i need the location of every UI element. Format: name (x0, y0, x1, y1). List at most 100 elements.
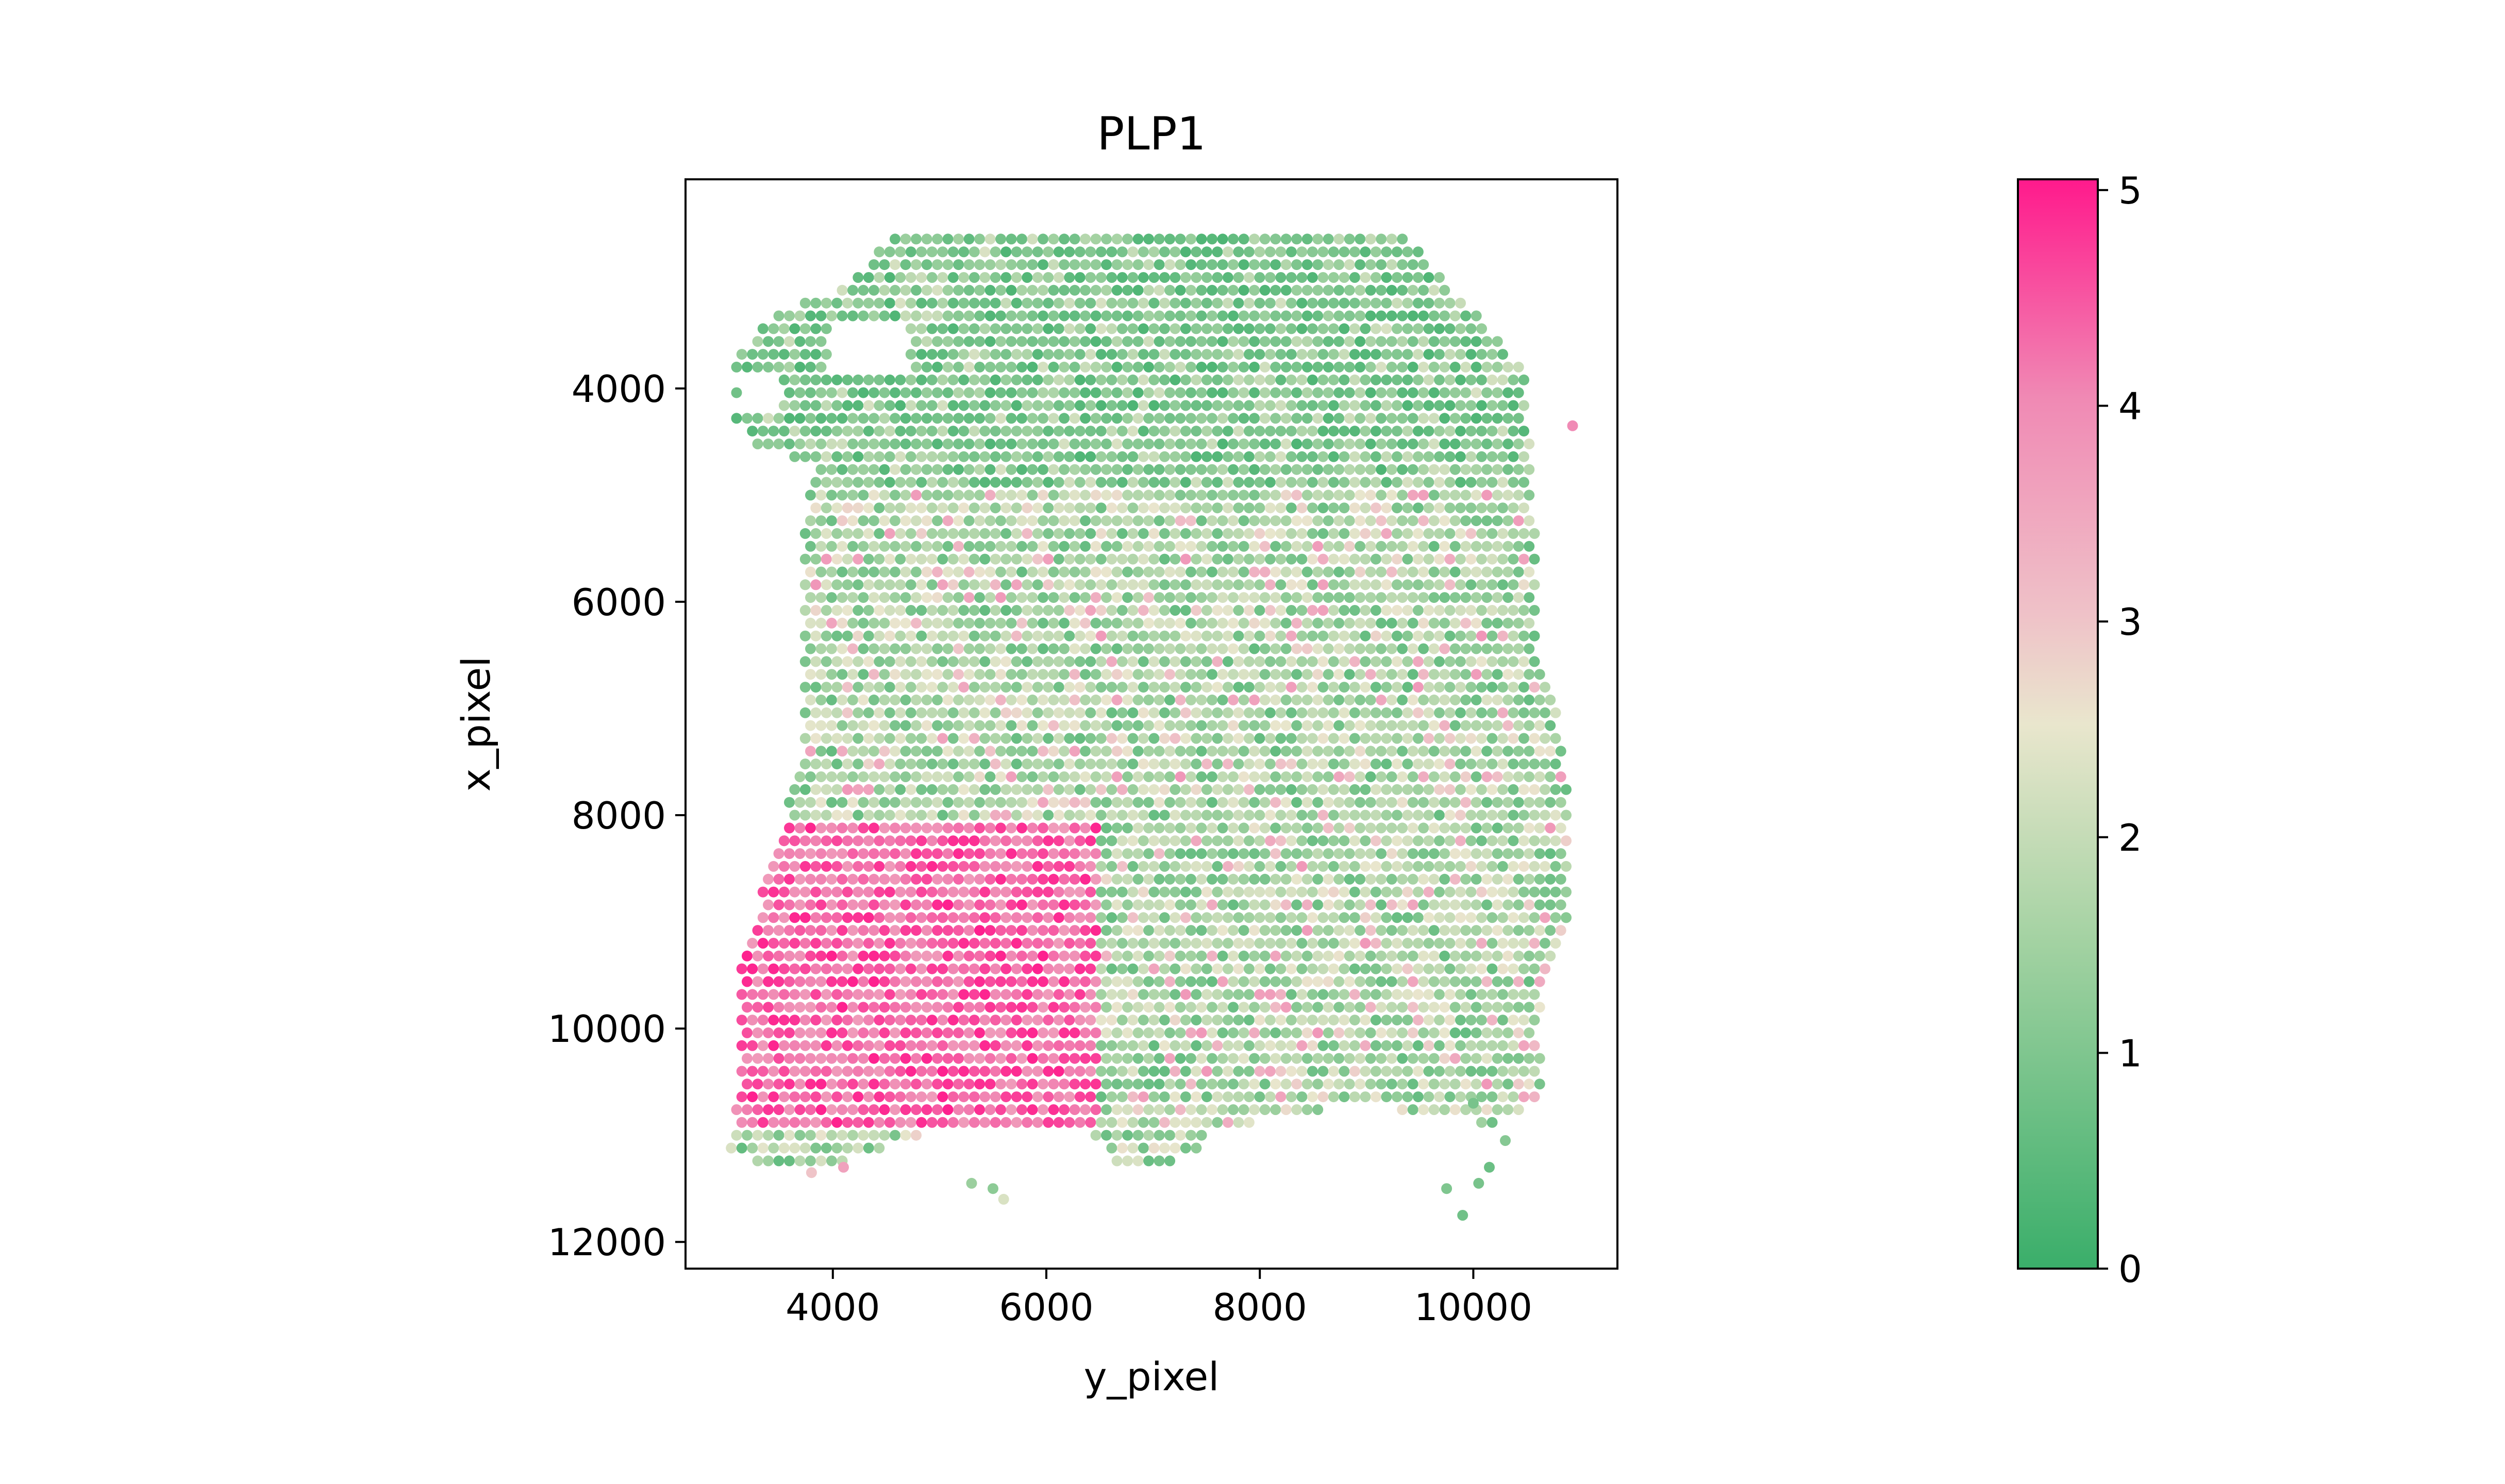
spot-2302 (1154, 669, 1165, 680)
spot-3026 (1196, 797, 1207, 808)
spot-3544 (1106, 886, 1117, 898)
spot-4751 (937, 1091, 948, 1103)
spot-4714 (1355, 1078, 1366, 1090)
spot-381 (1301, 310, 1313, 322)
spot-2597 (1270, 720, 1281, 731)
spot-3529 (947, 886, 959, 898)
spot-3442 (837, 873, 848, 885)
spot-303 (1170, 297, 1181, 309)
spot-1787 (853, 579, 864, 591)
spot-803 (831, 400, 843, 411)
spot-3234 (1043, 835, 1054, 847)
spot-1090 (1513, 439, 1524, 449)
spot-402 (799, 323, 811, 334)
spot-2264 (1487, 656, 1498, 667)
spot-2271 (826, 669, 837, 680)
spot-1620 (1291, 541, 1302, 552)
spot-4370 (921, 1027, 932, 1038)
spot-2164 (1164, 643, 1176, 654)
spot-3042 (1365, 797, 1376, 808)
spot-2521 (1222, 707, 1233, 718)
spot-537 (958, 349, 970, 360)
spot-4925 (1476, 1117, 1487, 1128)
spot-2545 (1476, 707, 1487, 718)
spot-4222 (963, 1002, 975, 1013)
spot-4418 (1428, 1027, 1440, 1038)
spot-4957 (736, 1142, 747, 1154)
spot-3113 (1339, 810, 1350, 821)
spot-3189 (1355, 822, 1366, 834)
spot-2814 (1285, 758, 1297, 770)
spot-1569 (1487, 528, 1498, 539)
spot-4442 (884, 1040, 895, 1051)
spot-4087 (1143, 976, 1155, 987)
spot-1691 (1307, 553, 1318, 565)
spot-3128 (1497, 810, 1508, 821)
spot-118 (1048, 259, 1059, 271)
spot-3244 (1148, 835, 1160, 847)
spot-4975 (1148, 1142, 1160, 1154)
spot-476 (1006, 336, 1017, 347)
spot-1481 (1291, 515, 1302, 527)
spot-901 (1069, 413, 1080, 424)
spot-1177 (974, 464, 986, 475)
spot-3739 (1550, 912, 1561, 923)
spot-195 (1285, 272, 1297, 283)
spot-4955 (1196, 1129, 1207, 1141)
spot-480 (1048, 336, 1059, 347)
spot-542 (1011, 349, 1022, 360)
spot-2786 (990, 758, 1001, 770)
spot-3368 (863, 861, 874, 872)
spot-3432 (1540, 861, 1550, 872)
spot-3461 (1038, 873, 1049, 885)
spot-838 (1201, 400, 1212, 411)
spot-2394 (1381, 682, 1392, 693)
spot-3914 (942, 950, 954, 962)
spot-498 (1238, 336, 1249, 347)
spot-4575 (1492, 1053, 1503, 1064)
spot-4804 (1497, 1091, 1508, 1103)
spot-740 (911, 387, 922, 398)
spot-1633 (1428, 541, 1440, 552)
spot-4822 (879, 1104, 890, 1115)
spot-4520 (911, 1053, 922, 1064)
spot-2803 (1170, 758, 1181, 770)
spot-41 (1323, 233, 1334, 245)
spot-3735 (1508, 912, 1519, 923)
spot-4089 (1164, 976, 1176, 987)
spot-3849 (1074, 938, 1086, 949)
spot-3702 (1159, 912, 1170, 923)
spot-894 (995, 413, 1007, 424)
spot-1503 (1524, 515, 1535, 527)
spot-1585 (921, 541, 932, 552)
spot-2391 (1349, 682, 1360, 693)
spot-2198 (1524, 643, 1535, 654)
spot-3675 (874, 912, 885, 923)
spot-90 (1307, 246, 1318, 258)
spot-2705 (900, 746, 911, 757)
spot-4762 (1053, 1091, 1064, 1103)
spot-504 (1301, 336, 1313, 347)
spot-3811 (1492, 925, 1503, 936)
spot-4406 (1301, 1027, 1313, 1038)
spot-766 (1185, 387, 1197, 398)
spot-1478 (1259, 515, 1271, 527)
spot-719 (1444, 374, 1456, 385)
spot-3835 (926, 938, 938, 949)
spot-155 (863, 272, 874, 283)
spot-639 (1344, 361, 1355, 373)
spot-536 (947, 349, 959, 360)
spot-3603 (921, 899, 932, 910)
spot-3752 (869, 925, 879, 936)
spot-217 (911, 284, 922, 296)
spot-4936 (826, 1129, 837, 1141)
spot-1075 (1355, 439, 1366, 449)
spot-3049 (1439, 797, 1450, 808)
spot-2806 (1201, 758, 1212, 770)
spot-3114 (1349, 810, 1360, 821)
spot-3957 (1397, 950, 1408, 962)
spot-309 (1233, 297, 1244, 309)
spot-3900 (794, 950, 806, 962)
spot-4067 (932, 976, 943, 987)
spot-2151 (1027, 643, 1038, 654)
